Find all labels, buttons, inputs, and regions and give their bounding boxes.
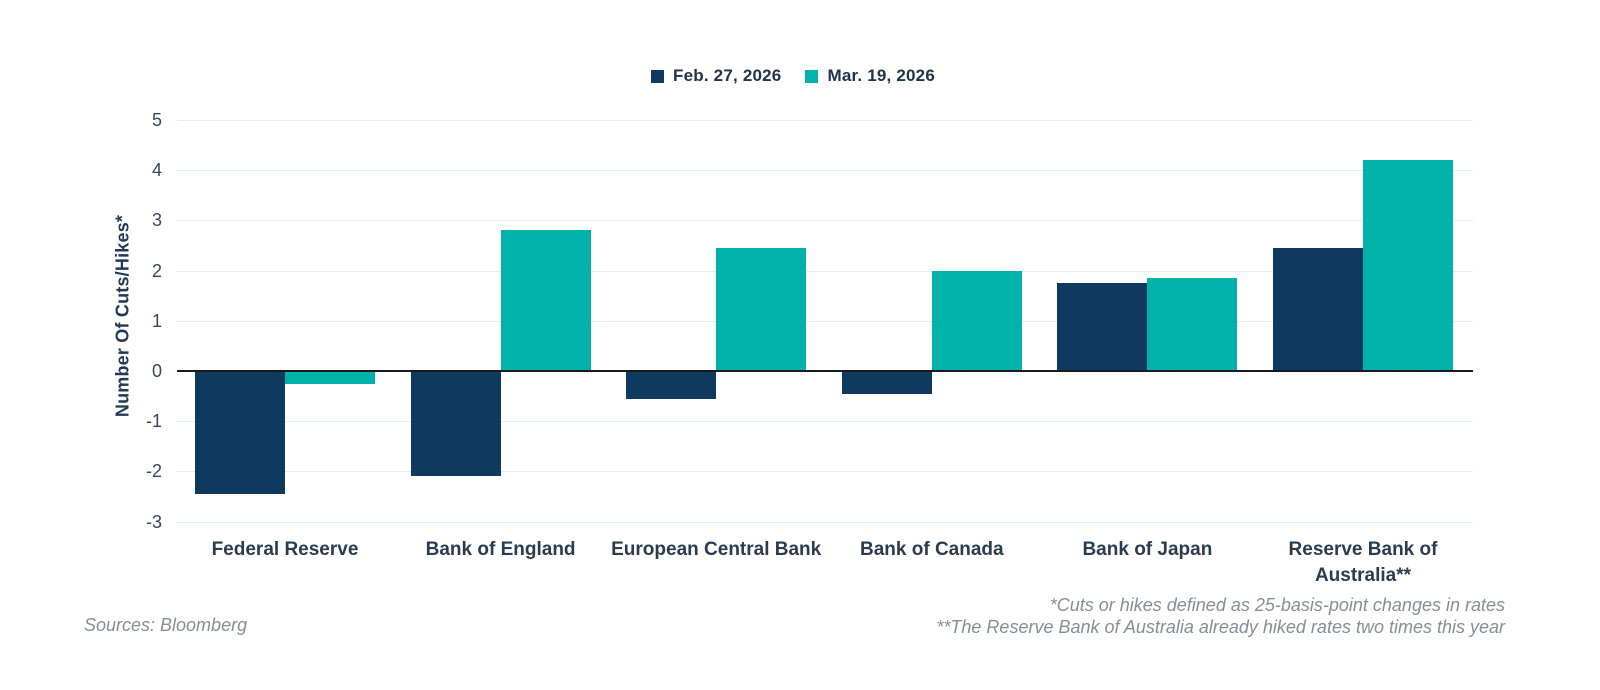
y-tick-label: -3 [145,511,162,532]
y-tick-label: 3 [151,210,162,231]
bar-series2-6 [1363,160,1453,371]
bar-series1-2 [410,371,501,477]
x-category-label: Bank of England [425,539,576,560]
footnote-line-1: *Cuts or hikes defined as 25-basis-point… [1049,595,1505,615]
gridline [177,270,1473,272]
bar-series2-1 [285,371,375,384]
bar-series1-3 [626,371,717,399]
gridline [177,421,1473,423]
bar-series2-4 [931,270,1022,371]
bar-series1-5 [1057,283,1148,371]
bar-series2-5 [1147,278,1238,371]
gridline [177,320,1473,322]
legend-item: Feb. 27, 2026 [651,66,781,86]
x-category-label: Reserve Bank of Australia** [1288,539,1438,586]
x-category-label: European Central Bank [611,539,822,560]
y-tick-label: 2 [151,260,162,281]
y-tick-label: 5 [151,110,162,130]
bar-series1-4 [841,371,932,394]
y-tick-label: 4 [151,160,162,181]
bar-series1-6 [1273,248,1363,371]
footnote-line-2: **The Reserve Bank of Australia already … [936,617,1505,637]
chart-legend: Feb. 27, 2026 Mar. 19, 2026 [0,66,1586,86]
x-category-label: Federal Reserve [211,539,359,560]
source-text: Sources: Bloomberg [84,615,248,635]
y-tick-label: 0 [151,361,162,381]
zero-axis-line [177,370,1473,372]
gridline [177,471,1473,473]
gridline [177,220,1473,222]
y-tick-label: -2 [145,461,162,482]
footnotes: *Cuts or hikes defined as 25-basis-point… [936,594,1505,638]
bar-series2-2 [500,230,591,371]
gridline [177,170,1473,172]
x-category-label: Bank of Canada [860,539,1004,560]
bar-series2-3 [716,248,807,371]
legend-item: Mar. 19, 2026 [805,66,935,86]
x-category-label: Bank of Japan [1082,539,1213,560]
legend-label: Mar. 19, 2026 [827,66,935,85]
y-tick-label: -1 [145,411,162,432]
legend-swatch-icon [651,69,665,83]
gridline [177,120,1473,121]
bar-series1-1 [195,371,285,494]
legend-label: Feb. 27, 2026 [673,66,782,85]
plot-area [177,120,1473,523]
gridline [177,521,1473,523]
legend-swatch-icon [805,69,819,83]
y-tick-label: 1 [151,310,162,331]
